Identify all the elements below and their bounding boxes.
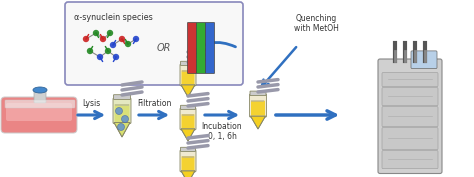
FancyBboxPatch shape [34, 89, 46, 103]
Text: Lysis: Lysis [82, 99, 100, 108]
Circle shape [113, 54, 119, 60]
FancyBboxPatch shape [182, 156, 194, 158]
Text: Quenching
with MetOH: Quenching with MetOH [293, 14, 338, 33]
Polygon shape [181, 129, 195, 141]
FancyBboxPatch shape [382, 151, 438, 169]
FancyBboxPatch shape [182, 114, 194, 128]
Circle shape [100, 36, 106, 42]
Circle shape [116, 107, 122, 115]
Circle shape [121, 116, 128, 122]
FancyBboxPatch shape [5, 100, 75, 108]
FancyBboxPatch shape [180, 150, 196, 172]
FancyBboxPatch shape [382, 88, 438, 106]
FancyBboxPatch shape [115, 104, 129, 106]
Polygon shape [181, 85, 195, 97]
FancyBboxPatch shape [180, 108, 196, 130]
Circle shape [97, 54, 103, 60]
FancyBboxPatch shape [1, 97, 77, 133]
FancyBboxPatch shape [182, 70, 194, 72]
FancyBboxPatch shape [188, 22, 197, 73]
FancyBboxPatch shape [382, 128, 438, 150]
FancyBboxPatch shape [182, 70, 194, 84]
Ellipse shape [33, 87, 47, 93]
Text: Incubation
0, 1, 6h: Incubation 0, 1, 6h [202, 122, 242, 141]
FancyBboxPatch shape [252, 100, 264, 102]
FancyBboxPatch shape [182, 156, 194, 170]
FancyBboxPatch shape [411, 51, 437, 68]
Text: OR: OR [157, 43, 171, 53]
Text: Filtration: Filtration [137, 99, 171, 108]
FancyBboxPatch shape [115, 104, 129, 122]
FancyBboxPatch shape [181, 61, 195, 65]
FancyBboxPatch shape [6, 103, 72, 121]
FancyBboxPatch shape [113, 95, 130, 99]
FancyBboxPatch shape [182, 114, 194, 116]
FancyBboxPatch shape [382, 73, 438, 87]
FancyBboxPatch shape [181, 147, 195, 152]
Polygon shape [250, 116, 265, 129]
FancyBboxPatch shape [197, 22, 206, 73]
Polygon shape [181, 171, 195, 177]
FancyBboxPatch shape [378, 59, 442, 173]
FancyBboxPatch shape [65, 2, 243, 85]
Text: α-synuclein species: α-synuclein species [73, 13, 152, 22]
FancyBboxPatch shape [250, 91, 266, 96]
Circle shape [105, 48, 111, 54]
Circle shape [119, 36, 125, 42]
Polygon shape [114, 122, 130, 137]
Circle shape [93, 30, 99, 36]
FancyBboxPatch shape [113, 98, 131, 124]
Circle shape [107, 30, 113, 36]
FancyBboxPatch shape [180, 64, 196, 86]
Circle shape [87, 48, 93, 54]
Circle shape [83, 36, 89, 42]
FancyBboxPatch shape [251, 101, 265, 116]
FancyBboxPatch shape [181, 105, 195, 110]
FancyBboxPatch shape [249, 94, 266, 117]
FancyBboxPatch shape [206, 22, 215, 73]
Circle shape [133, 36, 139, 42]
FancyBboxPatch shape [382, 107, 438, 127]
Circle shape [125, 41, 131, 47]
Circle shape [110, 42, 116, 48]
Circle shape [118, 124, 125, 130]
